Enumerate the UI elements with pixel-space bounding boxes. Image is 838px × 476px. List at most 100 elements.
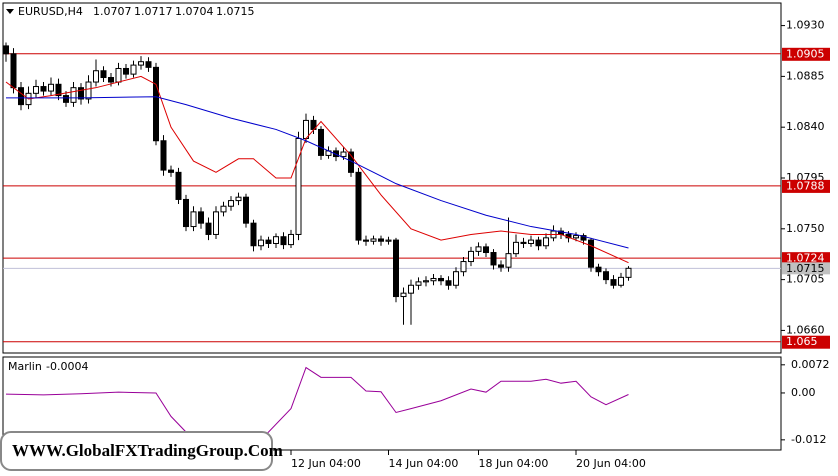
close-value: 1.0715 xyxy=(216,5,255,18)
level-tag xyxy=(782,47,830,61)
level-label: 1.0724 xyxy=(786,252,825,265)
candle-body xyxy=(408,284,414,294)
candle-body xyxy=(70,87,77,103)
candle-body xyxy=(250,222,257,247)
candle-body xyxy=(505,253,512,268)
y-tick-label: 1.0930 xyxy=(786,19,825,32)
x-tick-label: 12 Jun 04:00 xyxy=(291,457,361,470)
level-label: 1.0788 xyxy=(786,179,825,192)
candle-body xyxy=(400,292,407,298)
watermark-box xyxy=(0,431,273,471)
candle-body xyxy=(468,250,474,263)
candle-body xyxy=(355,171,362,241)
y-tick-label: 1.0840 xyxy=(786,120,825,133)
candle-body xyxy=(93,70,99,83)
candle-body xyxy=(453,271,459,286)
candle-body xyxy=(100,70,107,79)
candle-body xyxy=(33,86,39,94)
candle-body xyxy=(18,87,24,106)
candle-body xyxy=(603,271,609,281)
indicator-name: Marlin xyxy=(8,360,42,373)
candle-body xyxy=(160,140,167,171)
candle-body xyxy=(475,246,482,252)
candle-body xyxy=(235,196,242,202)
candle-body xyxy=(460,261,467,273)
candle-body xyxy=(273,236,279,244)
indicator-tick-label: 0.00 xyxy=(791,386,816,399)
candle-body xyxy=(145,61,152,68)
candle-body xyxy=(63,95,69,103)
candle-body xyxy=(483,246,489,254)
candle-body xyxy=(153,66,159,142)
candle-body xyxy=(78,87,84,100)
candle-body xyxy=(513,241,519,255)
y-tick-label: 1.0705 xyxy=(786,273,825,286)
candle-body xyxy=(438,277,444,282)
candle-body xyxy=(55,83,62,97)
level-tag xyxy=(782,252,830,266)
candle-body xyxy=(130,64,137,75)
candle-body xyxy=(490,252,497,266)
candle-body xyxy=(48,83,54,92)
bid-label: 1.0715 xyxy=(786,262,825,275)
low-value: 1.0704 xyxy=(175,5,214,18)
candle-body xyxy=(385,239,392,242)
candle-body xyxy=(288,233,294,246)
level-label: 1.0905 xyxy=(786,47,825,60)
candle-body xyxy=(213,211,219,235)
candle-body xyxy=(3,45,9,55)
candle-body xyxy=(190,211,197,228)
candle-body xyxy=(415,281,422,286)
candle-body xyxy=(543,237,549,247)
candle-body xyxy=(85,81,92,100)
candle-body xyxy=(393,239,399,298)
candle-body xyxy=(378,238,384,242)
candle-body xyxy=(580,235,587,241)
candle-body xyxy=(220,205,227,213)
x-tick-label: 18 Jun 04:00 xyxy=(479,457,549,470)
y-tick-label: 1.0660 xyxy=(786,323,825,336)
candle-body xyxy=(205,222,212,235)
candle-body xyxy=(625,267,632,278)
candle-body xyxy=(183,198,189,228)
candle-body xyxy=(228,200,234,207)
moving-average xyxy=(5,75,629,264)
candle-body xyxy=(10,53,17,89)
candle-body xyxy=(363,239,369,242)
candle-body xyxy=(243,196,249,224)
candle-body xyxy=(370,238,377,242)
x-tick-label: 20 Jun 04:00 xyxy=(576,457,646,470)
candle-body xyxy=(108,77,114,83)
candle-body xyxy=(610,279,617,286)
level-tag xyxy=(782,335,830,349)
candle-body xyxy=(520,241,527,244)
indicator-tick-label: -0.012 xyxy=(791,433,826,446)
candle-body xyxy=(618,276,624,286)
candle-body xyxy=(528,239,534,244)
candle-body xyxy=(588,239,594,268)
candle-body xyxy=(258,239,264,247)
indicator-value: -0.0004 xyxy=(46,360,88,373)
menu-triangle xyxy=(6,9,14,14)
candle-body xyxy=(573,235,579,239)
candle-body xyxy=(123,67,129,75)
candle-body xyxy=(168,169,174,173)
high-value: 1.0717 xyxy=(134,5,173,18)
open-value: 1.0707 xyxy=(93,5,132,18)
watermark: WWW.GlobalFXTradingGroup.Com xyxy=(12,441,283,460)
level-tag xyxy=(782,179,830,193)
bid-tag xyxy=(782,262,830,275)
candle-body xyxy=(198,211,204,224)
candle-body xyxy=(445,280,452,286)
candle-body xyxy=(115,67,122,83)
candle-body xyxy=(318,128,324,156)
indicator-frame xyxy=(2,356,782,451)
indicator-line xyxy=(5,366,629,445)
candle-body xyxy=(280,236,287,246)
candle-body xyxy=(498,264,504,268)
candle-body xyxy=(423,280,429,283)
candle-body xyxy=(138,61,144,66)
plot: 1.09301.08851.08401.07951.07501.07051.06… xyxy=(3,19,830,470)
